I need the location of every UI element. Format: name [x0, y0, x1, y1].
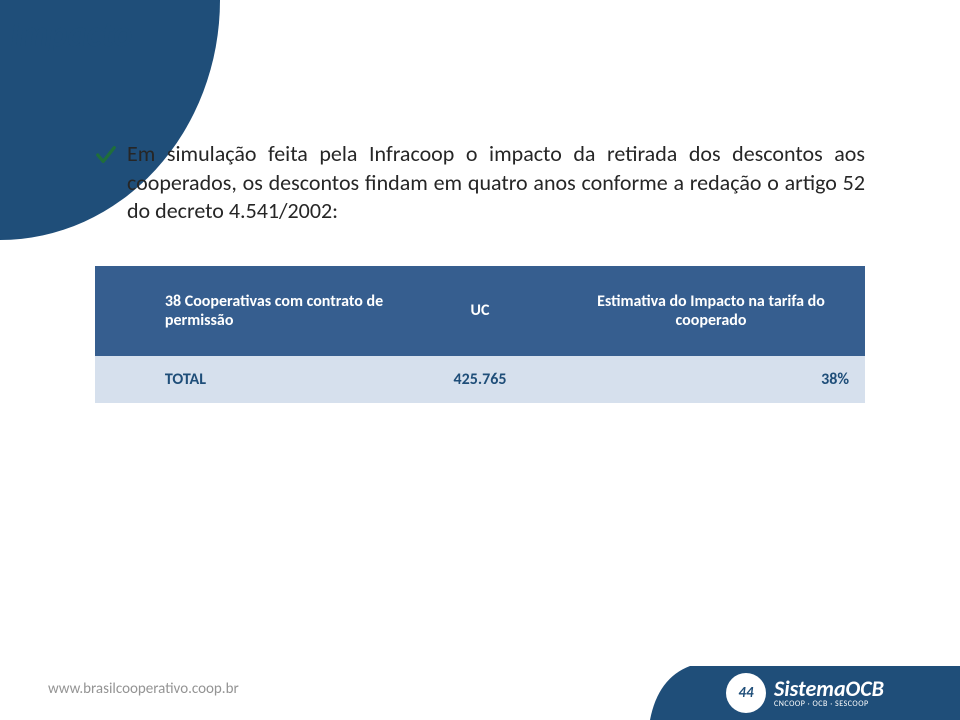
cell-impact: 38%	[557, 356, 865, 403]
content-area: Em simulação feita pela Infracoop o impa…	[95, 140, 865, 403]
footer-url: www.brasilcooperativo.coop.br	[48, 680, 239, 698]
impact-table: 38 Cooperativas com contrato de permissã…	[95, 266, 865, 403]
table-header-blank	[95, 266, 149, 356]
cell-label: TOTAL	[149, 356, 403, 403]
logo-text: SistemaOCB CNCOOP · OCB · SESCOOP	[774, 677, 884, 708]
bullet-text: Em simulação feita pela Infracoop o impa…	[127, 140, 865, 226]
logo-sub: CNCOOP · OCB · SESCOOP	[774, 700, 884, 708]
cell-blank	[95, 356, 149, 403]
table-header-coop: 38 Cooperativas com contrato de permissã…	[149, 266, 403, 356]
page-title: Impacto	[10, 12, 132, 56]
table-row: TOTAL 425.765 38%	[95, 356, 865, 403]
cell-uc: 425.765	[403, 356, 557, 403]
footer-brand-bar: 44 SistemaOCB CNCOOP · OCB · SESCOOP	[650, 666, 960, 720]
table-header-uc: UC	[403, 266, 557, 356]
bullet-item: Em simulação feita pela Infracoop o impa…	[95, 140, 865, 226]
table-header-row: 38 Cooperativas com contrato de permissã…	[95, 266, 865, 356]
logo-main: SistemaOCB	[774, 677, 884, 700]
table-header-impact: Estimativa do Impacto na tarifa do coope…	[557, 266, 865, 356]
check-icon	[95, 144, 117, 166]
logo-badge: 44	[726, 673, 766, 713]
